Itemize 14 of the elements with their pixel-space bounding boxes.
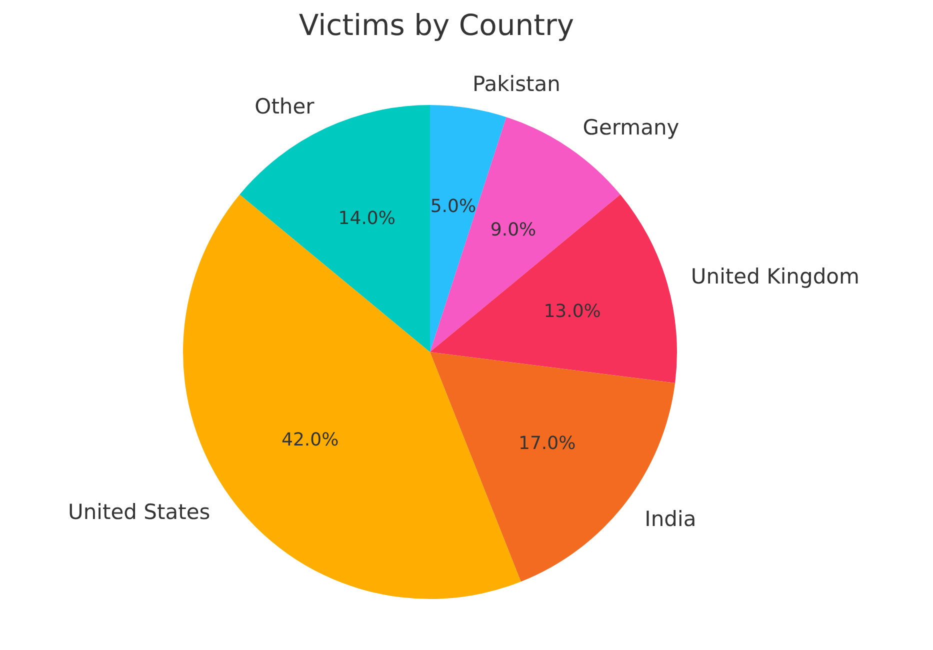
data-label: 17.0% [518, 433, 576, 454]
slice-label: Pakistan [472, 72, 560, 96]
slice-label: United States [68, 500, 210, 524]
data-label: 42.0% [282, 429, 339, 450]
data-label: 9.0% [490, 220, 536, 241]
slice-label: India [644, 506, 696, 531]
chart-title: Victims by Country [298, 8, 574, 42]
slice-label: Germany [582, 116, 680, 140]
pie-slice [430, 194, 677, 383]
slice-label: United Kingdom [690, 264, 860, 289]
data-label: 14.0% [338, 208, 396, 230]
data-label: 5.0% [430, 196, 476, 217]
data-label: 13.0% [544, 300, 601, 322]
slice-label: Other [254, 94, 315, 119]
